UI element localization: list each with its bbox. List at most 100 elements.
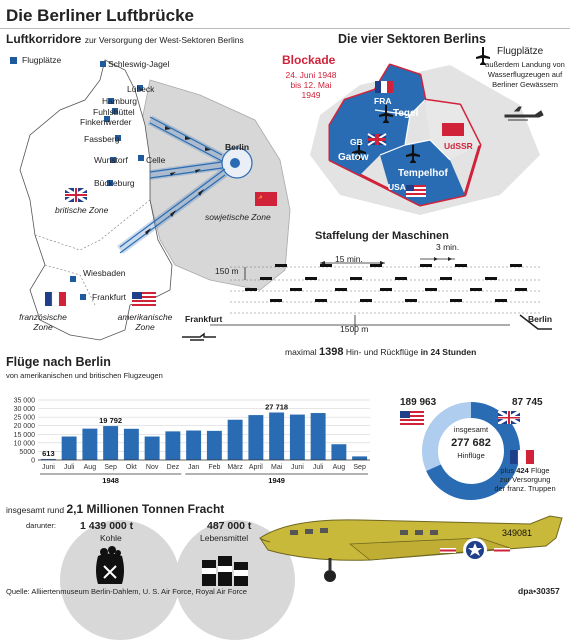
zone-label-soviet: sowjetische Zone	[205, 212, 271, 222]
city-label: Lübeck	[127, 84, 155, 94]
x-tick-label: Okt	[126, 464, 137, 471]
c47-plane-illustration: 349081	[259, 515, 563, 582]
gb-flights-value: 87 745	[512, 397, 543, 408]
data-label: 613	[42, 449, 55, 458]
staffelung-heading: Staffelung der Maschinen	[315, 230, 449, 242]
x-tick-label: Dez	[167, 464, 180, 471]
y-tick-label: 35 000	[14, 398, 36, 405]
coal-label: Kohle	[100, 533, 122, 543]
x-tick-label: Aug	[84, 464, 97, 471]
blockade-label: Blockade	[282, 53, 336, 67]
max-flights-note: maximal 1398 Hin- und Rückflüge in 24 St…	[285, 346, 477, 358]
bar	[144, 436, 160, 460]
city-label: Frankfurt	[92, 292, 127, 302]
bar	[248, 415, 264, 460]
year-label: 1949	[268, 476, 285, 485]
zone-label-french: französische Zone	[19, 312, 67, 332]
svg-text:☭: ☭	[258, 195, 263, 201]
bar	[352, 456, 368, 460]
city-label: Schleswig-Jagel	[108, 59, 170, 69]
sectors-map	[310, 47, 544, 215]
blockade-dates: 24. Juni 1948 bis 12. Mai 1949	[285, 70, 337, 100]
bar	[186, 430, 202, 460]
bar	[310, 413, 326, 460]
city-label: Finkenwerder	[80, 117, 132, 127]
sector-label-usa: USA	[388, 182, 406, 192]
x-tick-label: Nov	[146, 464, 159, 471]
y-tick-label: 20 000	[14, 423, 36, 430]
source-footer: Quelle: Alliiertenmuseum Berlin-Dahlem, …	[6, 587, 247, 596]
x-tick-label: Mai	[271, 464, 283, 471]
food-cans-icon	[202, 556, 248, 586]
france-flag-icon	[510, 450, 534, 464]
cargo-total: insgesamt rund 2,1 Millionen Tonnen Frac…	[6, 502, 225, 516]
bar	[123, 428, 139, 460]
bar	[40, 458, 56, 460]
airfield-plane-icon	[476, 47, 490, 65]
bar	[289, 414, 305, 460]
sectors-heading: Die vier Sektoren Berlins	[338, 32, 486, 46]
altitude-1500m: 1500 m	[340, 324, 369, 334]
y-tick-label: 0	[31, 458, 35, 465]
x-tick-label: Jan	[188, 464, 199, 471]
airport-label-gatow: Gatow	[338, 152, 369, 163]
food-label: Lebensmittel	[200, 533, 249, 543]
bar	[331, 444, 347, 460]
bar	[269, 412, 285, 460]
airfield-legend-label: Flugplätze	[22, 55, 62, 65]
city-label: Wiesbaden	[83, 268, 126, 278]
bar	[165, 431, 181, 460]
gb-flag-icon	[498, 411, 520, 424]
gb-flag-icon	[64, 186, 88, 204]
zone-label-american: amerikanische Zone	[117, 312, 173, 332]
y-tick-label: 25 000	[14, 415, 36, 422]
plane-serial: 349081	[502, 528, 532, 538]
berlin-label: Berlin	[225, 142, 250, 152]
page-title: Die Berliner Luftbrücke	[6, 6, 194, 25]
coal-value: 1 439 000 t	[80, 520, 134, 532]
y-tick-label: 5000	[19, 449, 35, 456]
x-tick-label: Sep	[353, 464, 366, 471]
coal-sack-icon	[96, 546, 124, 584]
flights-heading: Flüge nach Berlin	[6, 355, 111, 369]
divider	[0, 28, 570, 29]
interval-15min: 15 min.	[335, 254, 363, 264]
city-label: Hamburg	[102, 96, 137, 106]
city-label: Bückeburg	[94, 178, 135, 188]
x-tick-label: März	[227, 464, 243, 471]
x-tick-label: Feb	[208, 464, 220, 471]
airport-label-tegel: Tegel	[393, 108, 419, 119]
corridor-map: ☭	[19, 59, 291, 341]
soviet-flag-icon: ☭	[255, 192, 277, 206]
sectors-airfields-title: Flugplätze	[497, 46, 544, 57]
city-label: Fuhlsbüttel	[93, 107, 135, 117]
donut-total-sub: Hinflüge	[457, 451, 485, 460]
city-label: Celle	[146, 155, 166, 165]
city-label: Fassberg	[84, 134, 120, 144]
x-tick-label: Sep	[104, 464, 117, 471]
x-tick-label: Juni	[42, 464, 55, 471]
x-tick-label: Juni	[291, 464, 304, 471]
year-label: 1948	[102, 476, 119, 485]
interval-3min: 3 min.	[436, 242, 460, 252]
usa-flag-icon	[400, 411, 424, 425]
data-label: 27 718	[265, 402, 288, 411]
sector-label-gb: GB	[350, 137, 363, 147]
y-tick-label: 10 000	[14, 440, 36, 447]
dpa-credit: dpa•30357	[518, 586, 560, 596]
flights-subheading: von amerikanischen und britischen Flugze…	[6, 371, 163, 380]
data-label: 19 792	[99, 416, 122, 425]
airport-label-tempelhof: Tempelhof	[398, 168, 448, 179]
sector-label-fra: FRA	[374, 96, 392, 106]
y-tick-label: 15 000	[14, 432, 36, 439]
bar	[82, 428, 98, 460]
usa-flag-icon	[132, 292, 156, 306]
y-tick-label: 30 000	[14, 406, 36, 413]
height-150m: 150 m	[215, 266, 239, 276]
x-tick-label: Aug	[333, 464, 346, 471]
airfield-legend-marker	[10, 57, 17, 64]
x-tick-label: April	[249, 464, 263, 471]
zone-label-british: britische Zone	[55, 205, 109, 215]
staffelung-diagram	[182, 257, 552, 341]
france-flag-icon	[45, 291, 66, 307]
